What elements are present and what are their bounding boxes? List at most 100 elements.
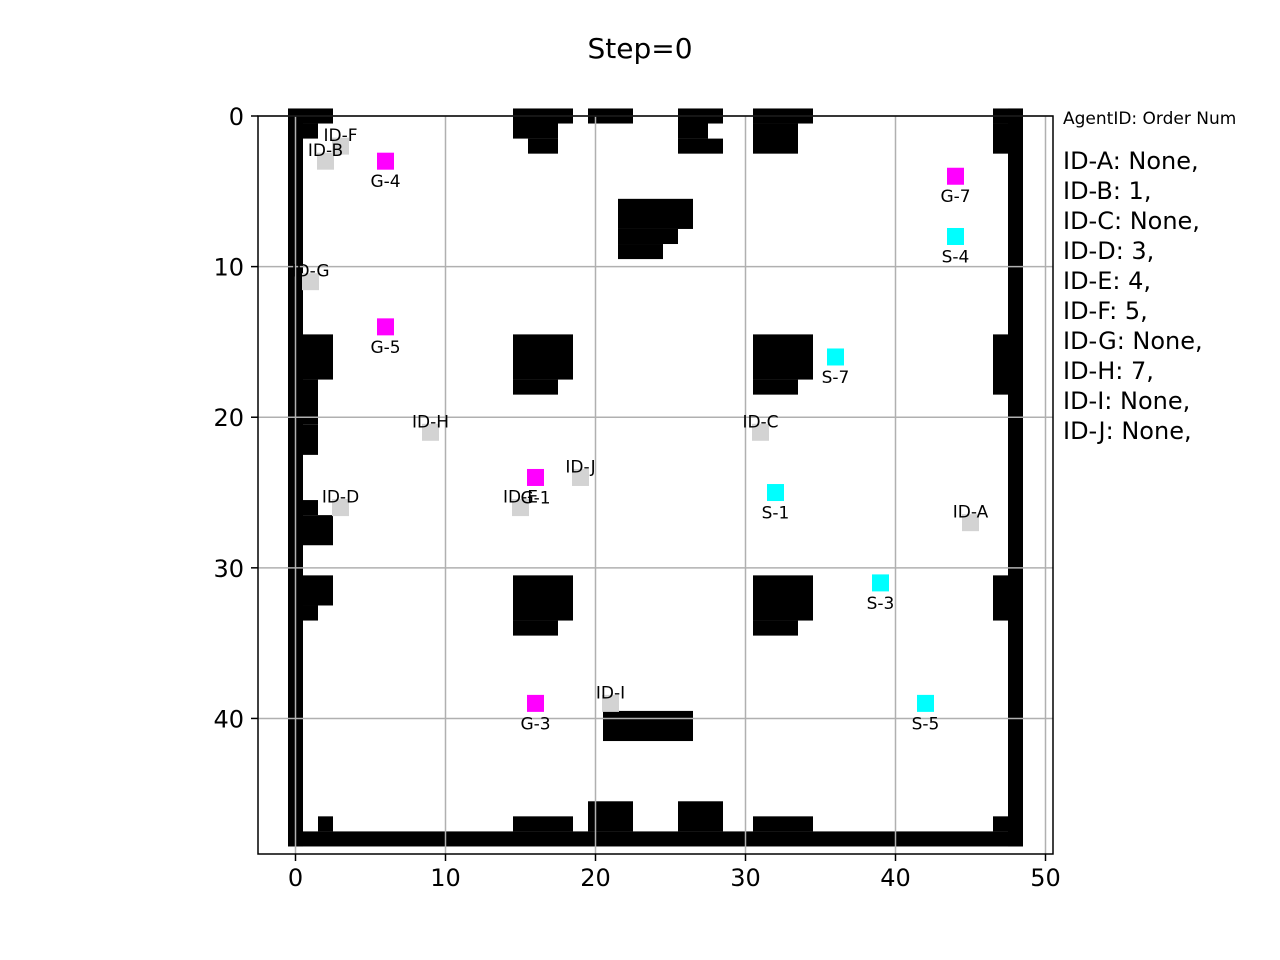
- agent-id-g-label: ID-G: [291, 262, 329, 282]
- x-tick-label: 10: [430, 864, 461, 892]
- station-s-4-label: S-4: [942, 247, 970, 267]
- agent-id-b-marker: [317, 152, 334, 170]
- goal-g-7-marker: [947, 167, 964, 185]
- legend-entry-id-g: ID-G: None,: [1063, 327, 1203, 355]
- goal-g-1-label: G-1: [520, 488, 550, 508]
- obstacle-block: [993, 575, 1008, 621]
- obstacle-block: [753, 816, 813, 832]
- obstacle-block: [513, 620, 558, 636]
- goal-g-5-marker: [377, 318, 394, 336]
- agent-id-e-marker: [512, 499, 529, 517]
- agent-id-c-label: ID-C: [742, 412, 778, 432]
- x-tick-label: 0: [288, 864, 303, 892]
- agent-id-i-marker: [602, 694, 619, 712]
- legend-entry-id-d: ID-D: 3,: [1063, 237, 1155, 265]
- obstacle-block: [678, 108, 708, 139]
- y-tick-label: 40: [213, 705, 244, 733]
- plot-title: Step=0: [587, 32, 693, 65]
- goal-g-7-label: G-7: [940, 187, 970, 207]
- x-tick-label: 50: [1030, 864, 1061, 892]
- y-tick-label: 10: [213, 254, 244, 282]
- obstacle-block: [303, 575, 333, 606]
- station-s-5-label: S-5: [912, 714, 940, 734]
- legend-entry-id-j: ID-J: None,: [1063, 417, 1192, 445]
- obstacle-block: [993, 816, 1008, 832]
- agent-id-h-label: ID-H: [412, 412, 449, 432]
- agent-id-f-marker: [332, 137, 349, 155]
- x-tick-label: 40: [880, 864, 911, 892]
- station-s-3-label: S-3: [867, 594, 895, 614]
- obstacle-block: [603, 710, 693, 742]
- obstacle-block: [513, 379, 558, 395]
- agent-id-f-label: ID-F: [323, 126, 357, 146]
- obstacle-block: [618, 198, 693, 229]
- legend-entry-id-a: ID-A: None,: [1063, 147, 1199, 175]
- obstacle-block: [753, 379, 798, 395]
- obstacle-block: [528, 138, 558, 154]
- obstacle-block: [993, 123, 1008, 154]
- station-s-3-marker: [872, 574, 889, 592]
- obstacle-block: [303, 605, 318, 621]
- agent-id-c-marker: [752, 423, 769, 441]
- station-s-4-marker: [947, 227, 964, 245]
- obstacle-block: [303, 334, 333, 380]
- obstacle-block: [303, 123, 318, 139]
- obstacle-block: [303, 500, 318, 516]
- station-s-5-marker: [917, 694, 934, 712]
- goal-g-4-marker: [377, 152, 394, 170]
- goal-g-3-label: G-3: [520, 714, 550, 734]
- obstacle-block: [513, 575, 573, 621]
- obstacle-block: [513, 816, 573, 832]
- obstacle-block: [753, 334, 813, 380]
- legend-entry-id-e: ID-E: 4,: [1063, 267, 1151, 295]
- marker-layer: G-4 G-7 G-5 G-1 G-3 S-4 S-7 S-1 S-3 S-5 ID-FID-B ID…: [291, 126, 988, 734]
- obstacle-block: [678, 801, 723, 832]
- obstacle-block: [303, 515, 333, 546]
- agent-id-e-label: ID-E: [503, 488, 538, 508]
- y-tick-label: 0: [229, 103, 244, 131]
- obstacle-block: [303, 379, 318, 425]
- station-s-7-marker: [827, 348, 844, 366]
- x-tick-label: 20: [580, 864, 611, 892]
- goal-g-3-marker: [527, 694, 544, 712]
- agent-id-i-label: ID-I: [596, 683, 625, 703]
- obstacle-block: [678, 138, 723, 154]
- axes-frame: [257, 115, 1054, 855]
- obstacle-block: [513, 334, 573, 380]
- obstacle-block: [513, 108, 558, 139]
- agent-id-h-marker: [422, 423, 439, 441]
- legend-entry-id-h: ID-H: 7,: [1063, 357, 1154, 385]
- agent-id-b-label: ID-B: [308, 141, 343, 161]
- agent-id-d-label: ID-D: [322, 488, 359, 508]
- obstacle-layer: [288, 108, 1023, 847]
- legend-entry-id-c: ID-C: None,: [1063, 207, 1200, 235]
- obstacle-block: [618, 228, 678, 245]
- obstacle-block: [753, 575, 813, 621]
- obstacle-block: [303, 424, 318, 455]
- obstacle-block: [288, 831, 1023, 847]
- agent-id-a-label: ID-A: [953, 503, 989, 523]
- obstacle-block: [753, 620, 798, 636]
- y-tick-label: 20: [213, 404, 244, 432]
- agent-id-g-marker: [302, 273, 319, 291]
- agent-id-d-marker: [332, 499, 349, 517]
- station-s-7-label: S-7: [822, 368, 850, 388]
- goal-g-4-label: G-4: [370, 172, 400, 192]
- agent-id-j-label: ID-J: [565, 457, 595, 477]
- legend-header: AgentID: Order Num: [1063, 109, 1237, 129]
- agent-id-j-marker: [572, 468, 589, 486]
- legend-entry-id-i: ID-I: None,: [1063, 387, 1191, 415]
- obstacle-block: [753, 123, 798, 154]
- agent-id-a-marker: [962, 514, 979, 532]
- y-tick-label: 30: [213, 555, 244, 583]
- legend-entry-id-f: ID-F: 5,: [1063, 297, 1148, 325]
- obstacle-block: [318, 816, 333, 832]
- station-s-1-label: S-1: [762, 504, 790, 524]
- obstacle-block: [993, 334, 1008, 395]
- obstacle-block: [618, 244, 663, 260]
- station-s-1-marker: [767, 484, 784, 502]
- axes: 0 10 20 30 40 50 0 10 20 30 40: [213, 103, 1060, 892]
- obstacle-block: [1008, 108, 1023, 847]
- agent-order-legend: ID-A: None, ID-B: 1, ID-C: None, ID-D: 3, ID…: [1063, 146, 1203, 446]
